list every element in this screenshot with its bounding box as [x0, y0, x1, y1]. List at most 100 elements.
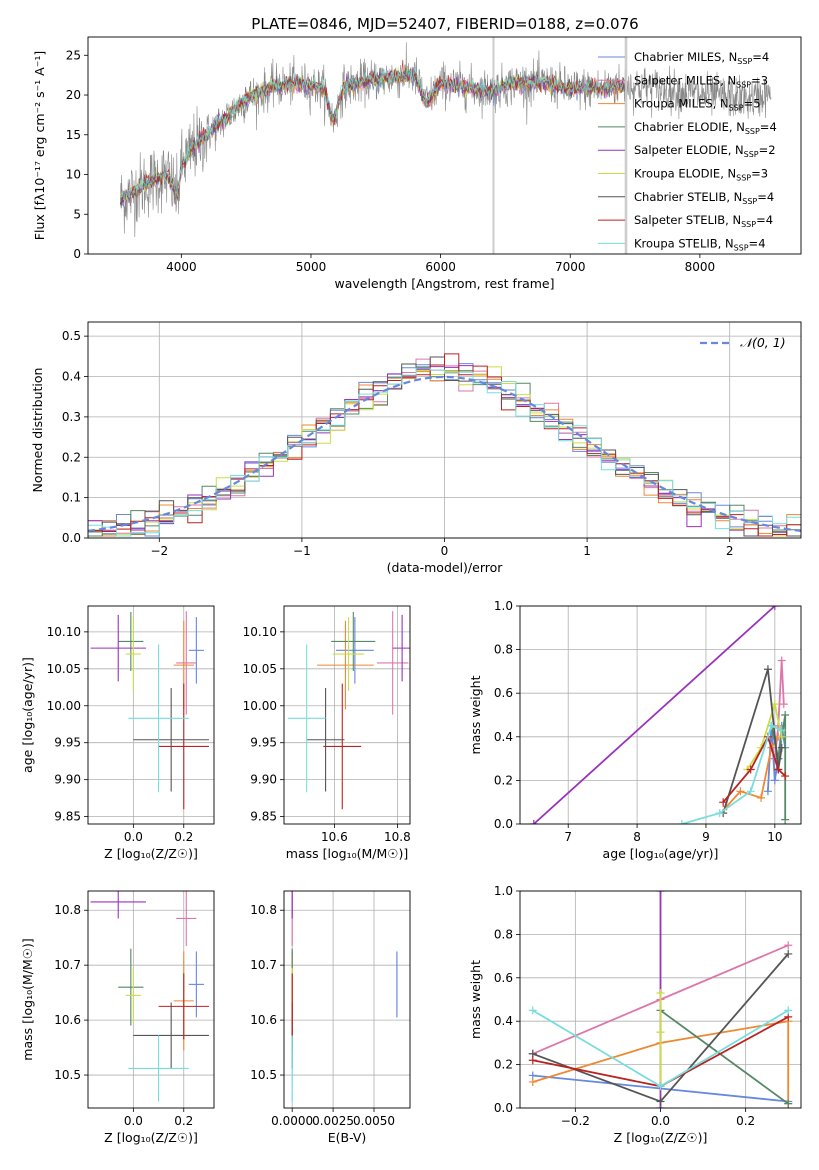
y-tick-label: 0.6	[494, 971, 513, 985]
x-tick-label: 8	[633, 830, 641, 844]
chart-age_vs_Z: 0.0 0.2 9.85 9.90 9.95 10.00 10.05 10.10 Z [log₁…	[20, 605, 215, 861]
weight-marker	[656, 988, 665, 997]
x-tick-label: −1	[293, 544, 311, 558]
x-tick-label: 7	[564, 830, 572, 844]
x-tick-label: 10	[767, 830, 782, 844]
x-tick-label: 9	[702, 830, 710, 844]
y-tick-label: 0.8	[494, 643, 513, 657]
weight-marker	[781, 815, 790, 824]
y-tick-label: 1.0	[494, 599, 513, 613]
y-tick-label: 9.90	[250, 773, 277, 787]
weight-line	[532, 1020, 790, 1104]
normal-curve	[88, 375, 801, 532]
weight-marker	[656, 1082, 665, 1091]
x-tick-label: 7000	[555, 260, 586, 274]
y-axis-label: Flux [fλ10⁻¹⁷ erg cm⁻² s⁻¹ A⁻¹]	[32, 51, 47, 240]
y-tick-label: 10.05	[47, 662, 81, 676]
x-tick-label: 0.2	[174, 830, 193, 844]
legend-label: Salpeter MILES, NSSP=3	[634, 73, 768, 89]
weight-marker	[781, 772, 790, 781]
weight-marker	[529, 820, 538, 824]
x-axis-label: Z [log₁₀(Z/Z☉)]	[614, 1130, 708, 1145]
x-tick-label: 10.8	[384, 830, 411, 844]
x-axis-label: wavelength [Angstrom, rest frame]	[334, 276, 554, 291]
legend: Chabrier MILES, NSSP=4 Salpeter MILES, NS…	[598, 50, 777, 252]
y-tick-label: 10.8	[54, 903, 81, 917]
x-tick-label: 0.0025	[312, 1114, 354, 1128]
y-tick-label: 0.6	[494, 686, 513, 700]
legend-label: Chabrier ELODIE, NSSP=4	[634, 120, 777, 136]
chart-age_vs_mass: 10.6 10.8 9.85 9.90 9.95 10.00 10.05 10.10 mass …	[243, 605, 411, 861]
weight-marker	[777, 656, 786, 665]
axes-frame	[87, 605, 215, 825]
weight-line	[533, 606, 776, 824]
x-axis-label: age [log₁₀(age/yr)]	[603, 846, 719, 861]
legend-label: Kroupa ELODIE, NSSP=3	[634, 167, 768, 183]
y-tick-label: 10.00	[243, 699, 277, 713]
plot-area-spectrum	[120, 37, 772, 254]
axes-frame	[519, 605, 802, 825]
legend-label: Chabrier STELIB, NSSP=4	[634, 190, 774, 206]
y-axis-label: Normed distribution	[30, 368, 45, 493]
weight-line	[722, 668, 783, 814]
y-tick-label: 0.2	[494, 1058, 513, 1072]
y-tick-label: 0.0	[62, 531, 81, 545]
x-axis-label: Z [log₁₀(Z/Z☉)]	[104, 1130, 198, 1145]
legend-label: 𝒩(0, 1)	[740, 335, 786, 350]
weight-marker	[528, 1006, 537, 1015]
axes-frame	[87, 36, 802, 255]
y-tick-label: 10.6	[54, 1013, 81, 1027]
plot-area-age_vs_mass	[287, 611, 410, 810]
chart-weight_vs_age: 7 8 9 10 0.0 0.2 0.4 0.6 0.8 1.0 age [log₁₀(age/yr…	[468, 599, 802, 861]
y-tick-label: 0.5	[62, 329, 81, 343]
y-tick-label: 15	[66, 128, 81, 142]
weight-marker	[784, 1006, 793, 1015]
x-tick-label: −0.2	[561, 1114, 590, 1128]
legend-label: Salpeter ELODIE, NSSP=2	[634, 143, 776, 159]
y-axis-label: mass [log₁₀(M/M☉)]	[20, 938, 35, 1060]
weight-marker	[736, 787, 745, 796]
axes-frame	[519, 890, 802, 1109]
y-tick-label: 0.4	[62, 370, 81, 384]
y-tick-label: 0.3	[62, 410, 81, 424]
y-tick-label: 20	[66, 88, 81, 102]
x-tick-label: 0	[441, 544, 449, 558]
y-tick-label: 10.5	[250, 1068, 277, 1082]
model-spectrum-kroupa-stelib	[120, 67, 625, 203]
weight-marker	[777, 743, 786, 752]
weight-marker	[715, 809, 724, 818]
legend-label: Salpeter STELIB, NSSP=4	[634, 213, 773, 229]
legend-label: Chabrier MILES, NSSP=4	[634, 50, 769, 66]
y-tick-label: 0.2	[494, 773, 513, 787]
x-tick-label: 6000	[425, 260, 456, 274]
y-tick-label: 10.05	[243, 662, 277, 676]
weight-marker	[779, 700, 788, 709]
x-tick-label: 8000	[685, 260, 716, 274]
plot-area-residuals	[88, 353, 801, 538]
weight-marker	[656, 891, 665, 895]
weight-marker	[767, 721, 776, 730]
x-tick-label: 2	[726, 544, 734, 558]
chart-weight_vs_Z: −0.2 0.0 0.2 0.0 0.2 0.4 0.6 0.8 1.0 Z [log₁₀(Z/Z…	[468, 884, 802, 1145]
x-tick-label: 1	[583, 544, 591, 558]
x-tick-label: 0.0000	[271, 1114, 313, 1128]
x-axis-label: mass [log₁₀(M/M☉)]	[286, 846, 408, 861]
x-tick-label: 5000	[296, 260, 327, 274]
x-tick-label: 0.2	[174, 1114, 193, 1128]
weight-marker	[784, 941, 793, 950]
y-tick-label: 0.0	[494, 1101, 513, 1115]
x-tick-label: 0.0	[124, 830, 143, 844]
weight-marker	[763, 787, 772, 796]
x-tick-label: 0.2	[736, 1114, 755, 1128]
model-spectrum-chabrier-stelib	[120, 66, 625, 209]
y-tick-label: 0.2	[62, 450, 81, 464]
y-tick-label: 9.95	[54, 736, 81, 750]
weight-marker	[656, 1028, 665, 1037]
plot-area-weight_vs_age	[529, 606, 790, 824]
chart-mass_vs_Z: 0.0 0.2 10.5 10.6 10.7 10.8 Z [log₁₀(Z/Z☉)] mas…	[20, 890, 215, 1145]
x-tick-label: 0.0050	[353, 1114, 395, 1128]
weight-marker	[528, 1056, 537, 1065]
weight-marker	[757, 793, 766, 802]
weight-marker	[784, 1099, 793, 1108]
weight-marker	[763, 665, 772, 674]
